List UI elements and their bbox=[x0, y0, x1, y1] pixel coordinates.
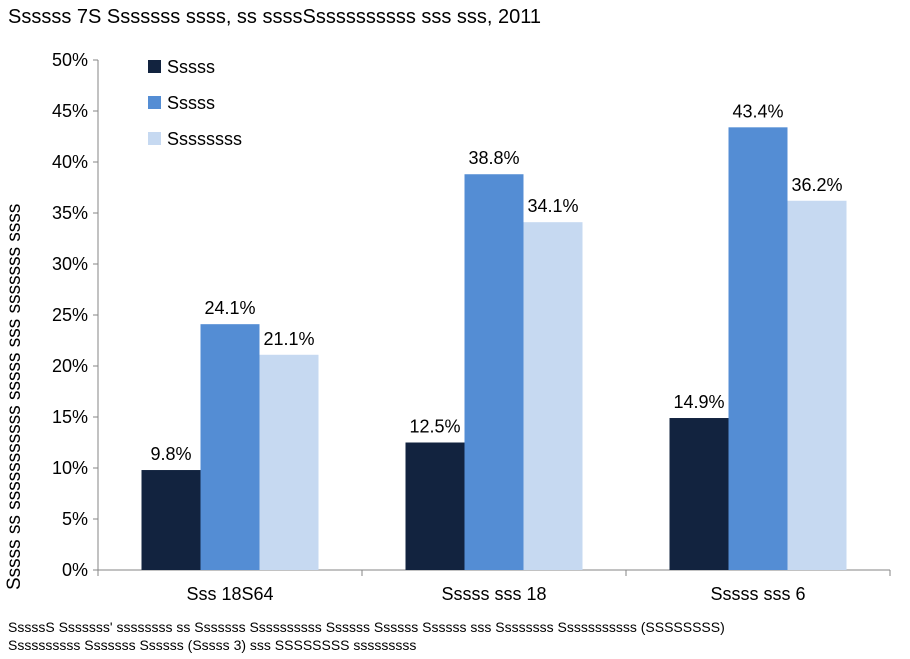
y-tick-label: 5% bbox=[62, 509, 88, 529]
x-tick-label: Sssss sss 6 bbox=[710, 584, 805, 604]
data-label: 14.9% bbox=[673, 392, 724, 412]
y-tick-label: 15% bbox=[52, 407, 88, 427]
footnote: SssssS Sssssss' ssssssss ss Sssssss Ssss… bbox=[8, 618, 908, 654]
y-tick-label: 20% bbox=[52, 356, 88, 376]
chart-title: Ssssss 7S Sssssss ssss, ss ssssSssssssss… bbox=[8, 6, 542, 28]
data-label: 34.1% bbox=[527, 196, 578, 216]
y-tick-label: 45% bbox=[52, 101, 88, 121]
y-tick-label: 35% bbox=[52, 203, 88, 223]
bar-series3 bbox=[259, 354, 319, 570]
legend-label: Ssssssss bbox=[167, 129, 242, 149]
legend-swatch bbox=[148, 132, 161, 145]
footnote-line-1: SssssS Sssssss' ssssssss ss Sssssss Ssss… bbox=[8, 619, 725, 635]
data-label: 43.4% bbox=[732, 101, 783, 121]
y-tick-label: 0% bbox=[62, 560, 88, 580]
data-label: 21.1% bbox=[263, 329, 314, 349]
y-tick-label: 40% bbox=[52, 152, 88, 172]
y-tick-label: 10% bbox=[52, 458, 88, 478]
bar-series2 bbox=[728, 127, 788, 570]
legend-label: Sssss bbox=[167, 57, 215, 77]
bar-series1 bbox=[141, 470, 201, 570]
legend-swatch bbox=[148, 60, 161, 73]
legend-swatch bbox=[148, 96, 161, 109]
bar-series1 bbox=[669, 418, 729, 570]
bar-series3 bbox=[523, 222, 583, 570]
legend-label: Sssss bbox=[167, 93, 215, 113]
data-label: 24.1% bbox=[204, 298, 255, 318]
data-label: 9.8% bbox=[150, 444, 191, 464]
bar-series2 bbox=[200, 324, 260, 570]
bar-series3 bbox=[787, 200, 847, 570]
y-tick-label: 30% bbox=[52, 254, 88, 274]
y-tick-label: 25% bbox=[52, 305, 88, 325]
footnote-line-2: Ssssssssss Sssssss Ssssss (Sssss 3) sss … bbox=[8, 637, 417, 653]
y-tick-label: 50% bbox=[52, 50, 88, 70]
x-tick-label: Sss 18S64 bbox=[186, 584, 273, 604]
data-label: 12.5% bbox=[409, 417, 460, 437]
bar-series2 bbox=[464, 174, 524, 571]
data-label: 36.2% bbox=[791, 175, 842, 195]
bar-chart: 0% 5% 10% 15% 20% 25% 30% 35% 40% 45% 50% 9.8% 24.1%… bbox=[52, 50, 891, 604]
x-tick-label: Sssss sss 18 bbox=[441, 584, 546, 604]
data-label: 38.8% bbox=[468, 148, 519, 168]
bar-series1 bbox=[405, 442, 465, 570]
